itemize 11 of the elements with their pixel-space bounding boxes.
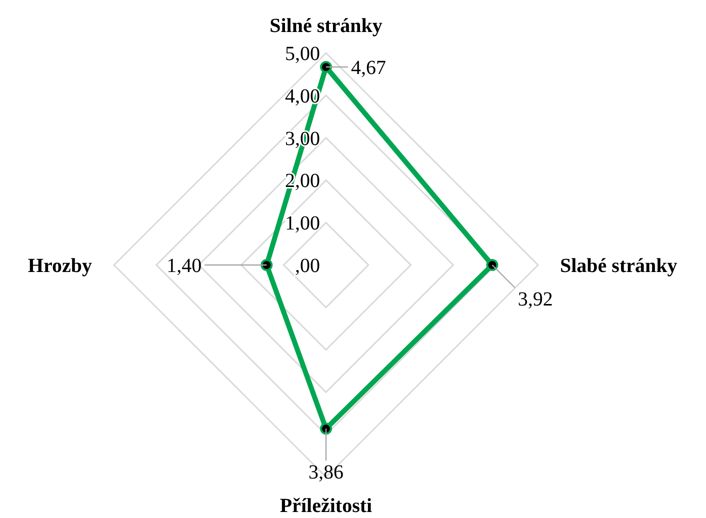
data-label: 3,86 xyxy=(308,462,344,484)
y-tick-label: 1,00 xyxy=(285,212,320,235)
spoke-label: Hrozby xyxy=(28,255,92,277)
spoke-label: Silné stránky xyxy=(270,15,382,37)
data-label: 1,40 xyxy=(166,255,202,277)
spoke-label: Příležitosti xyxy=(280,495,373,517)
spoke-label: Slabé stránky xyxy=(560,255,678,277)
y-tick-label: 5,00 xyxy=(285,43,320,65)
y-tick-label: ,00 xyxy=(295,255,320,277)
data-label: 4,67 xyxy=(351,56,386,79)
data-label: 3,92 xyxy=(518,288,553,311)
